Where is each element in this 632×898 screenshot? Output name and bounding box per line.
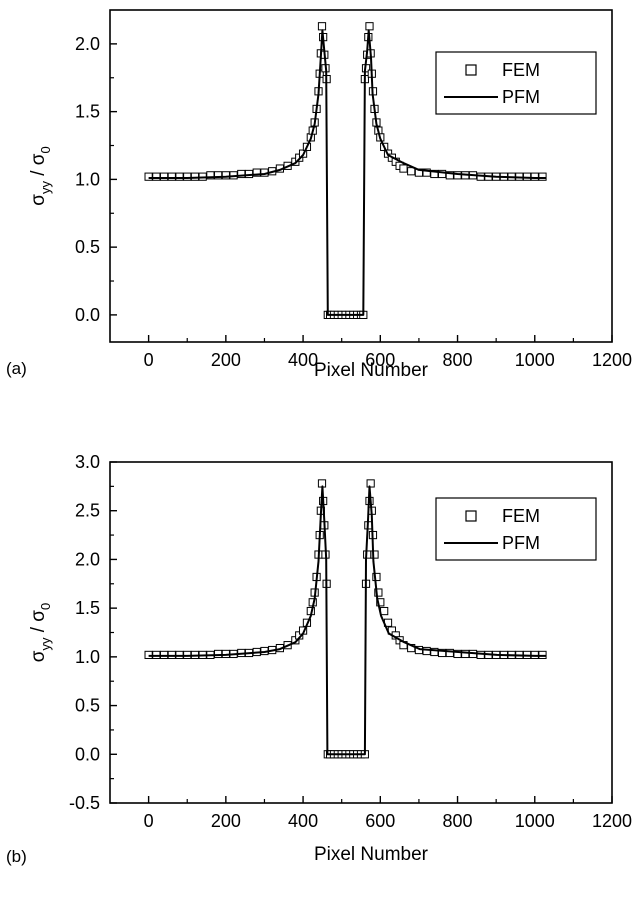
- x-tick-label: 1000: [515, 811, 555, 831]
- legend: FEM PFM: [435, 497, 597, 561]
- y-axis-title-main: σ: [28, 650, 49, 662]
- data-point-fem: [422, 646, 431, 656]
- y-tick-label: 0.5: [75, 696, 100, 716]
- y-axis-title-sep: /: [28, 622, 49, 638]
- data-point-fem: [183, 172, 192, 181]
- data-point-fem: [366, 479, 375, 488]
- x-tick-label: 1000: [515, 350, 555, 370]
- data-point-fem: [461, 649, 470, 659]
- data-point-fem: [430, 169, 439, 179]
- x-tick-label: 800: [443, 350, 473, 370]
- data-point-fem: [144, 172, 153, 181]
- legend-label-pfm: PFM: [502, 87, 540, 107]
- x-tick-label: 0: [144, 350, 154, 370]
- data-point-fem: [159, 172, 169, 181]
- x-tick-label: 200: [211, 811, 241, 831]
- y-tick-label: -0.5: [69, 793, 100, 813]
- data-point-fem: [374, 588, 383, 597]
- data-point-fem: [372, 572, 381, 582]
- x-tick-label: 600: [365, 350, 395, 370]
- y-axis-title-denom-sub: 0: [38, 146, 53, 153]
- data-point-fem: [399, 164, 408, 173]
- data-point-fem: [376, 598, 385, 607]
- y-tick-label: 0.0: [75, 305, 100, 325]
- x-tick-label: 0: [144, 811, 154, 831]
- data-point-fem: [453, 171, 462, 180]
- y-axis-title: σyy / σ0: [28, 146, 53, 206]
- data-point-fem: [422, 168, 431, 177]
- y-axis-title-main: σ: [28, 194, 49, 206]
- legend-box: [435, 497, 597, 561]
- series-line-pfm: [148, 485, 547, 756]
- y-tick-label: 1.0: [75, 169, 100, 189]
- plot-frame: [109, 9, 613, 343]
- x-tick-label: 600: [365, 811, 395, 831]
- legend: FEM PFM: [435, 51, 597, 115]
- data-point-fem: [206, 171, 215, 180]
- data-point-fem: [430, 647, 439, 657]
- legend-label-fem: FEM: [502, 506, 540, 526]
- y-tick-label: 1.0: [75, 647, 100, 667]
- series-line-pfm: [148, 29, 547, 316]
- data-point-fem: [370, 550, 379, 559]
- y-tick-label: 2.5: [75, 501, 100, 521]
- x-tick-label: 1200: [592, 350, 632, 370]
- data-point-fem: [237, 169, 246, 179]
- panel-label: (a): [6, 359, 27, 378]
- x-axis-title: Pixel Number: [314, 360, 429, 381]
- x-axis-title: Pixel Number: [314, 844, 429, 865]
- y-axis-title-sep: /: [28, 165, 49, 181]
- data-point-fem: [476, 650, 485, 660]
- data-point-fem: [445, 648, 454, 658]
- y-axis-title-denom-sub: 0: [38, 603, 53, 610]
- y-tick-label: 2.0: [75, 549, 100, 569]
- data-point-fem: [530, 172, 539, 181]
- y-tick-label: 2.0: [75, 34, 100, 54]
- legend-box: [435, 51, 597, 115]
- legend-label-pfm: PFM: [502, 533, 540, 553]
- x-tick-label: 200: [211, 350, 241, 370]
- data-point-fem: [152, 172, 161, 181]
- panel-label: (b): [6, 847, 27, 866]
- data-point-fem: [437, 648, 447, 658]
- y-axis-title-denom: σ: [28, 610, 49, 622]
- x-tick-label: 400: [288, 811, 318, 831]
- legend-marker-fem: [465, 64, 477, 76]
- data-point-fem: [445, 171, 454, 180]
- chart-panel-a: 0 200 400 600 800 1000 1200 0.0 0.5 1.0 1.5 2.0 Pixe…: [6, 9, 632, 381]
- data-point-fem: [167, 172, 176, 181]
- data-point-fem: [365, 22, 374, 31]
- y-tick-label: 0.0: [75, 744, 100, 764]
- y-tick-label: 0.5: [75, 237, 100, 257]
- data-point-fem: [214, 649, 223, 659]
- data-point-fem: [175, 172, 184, 181]
- x-tick-label: 1200: [592, 811, 632, 831]
- legend-marker-fem: [465, 510, 477, 522]
- y-tick-label: 1.5: [75, 102, 100, 122]
- data-point-fem: [407, 167, 416, 176]
- data-point-fem: [538, 172, 547, 181]
- data-point-fem: [317, 22, 327, 31]
- x-tick-label: 400: [288, 350, 318, 370]
- chart-panel-b: 0 200 400 600 800 1000 1200 -0.5 0.0 0.5 1.0 1.5 2.0…: [6, 452, 632, 866]
- data-point-fem: [221, 171, 230, 180]
- legend-label-fem: FEM: [502, 60, 540, 80]
- y-axis-title-main-sub: yy: [38, 181, 53, 195]
- y-tick-label: 3.0: [75, 452, 100, 472]
- x-tick-label: 800: [443, 811, 473, 831]
- data-point-fem: [252, 168, 261, 177]
- data-point-fem: [437, 169, 447, 179]
- data-point-fem: [380, 606, 389, 616]
- y-axis-title: σyy / σ0: [28, 603, 53, 663]
- y-axis-title-denom: σ: [28, 153, 49, 165]
- data-point-fem: [214, 171, 223, 180]
- data-point-fem: [453, 649, 462, 659]
- y-axis-title-main-sub: yy: [38, 637, 53, 651]
- y-tick-label: 1.5: [75, 598, 100, 618]
